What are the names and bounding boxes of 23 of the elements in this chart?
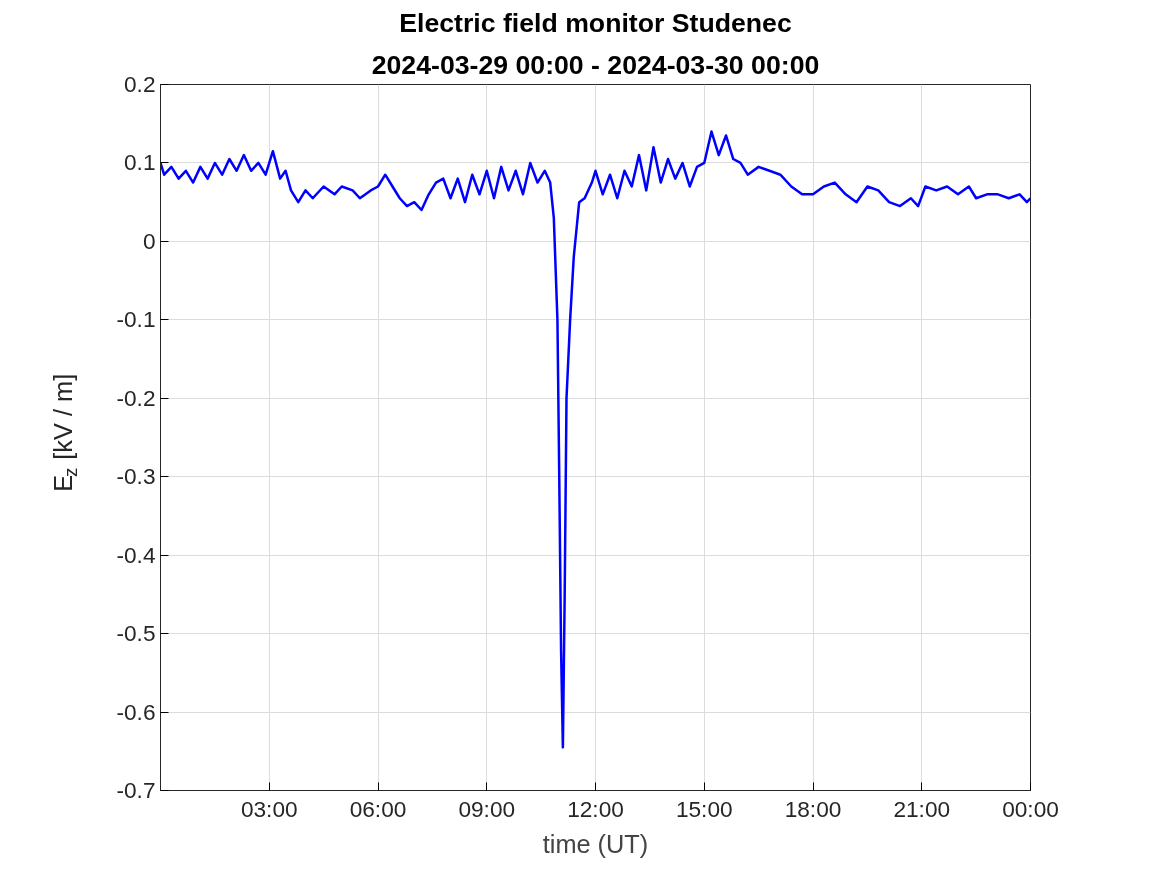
chart-subtitle: 2024-03-29 00:00 - 2024-03-30 00:00 [371, 49, 820, 80]
y-tick-label: 0 [142, 227, 156, 254]
y-tick-label: -0.3 [116, 463, 156, 490]
y-tick-label: -0.6 [116, 698, 156, 725]
x-tick-label: 12:00 [567, 795, 624, 822]
x-tick-label: 15:00 [675, 795, 733, 822]
y-tick-label: -0.2 [116, 384, 156, 411]
x-tick-label: 21:00 [893, 795, 951, 822]
y-tick-label: -0.7 [116, 777, 156, 803]
line-series [160, 130, 1031, 749]
x-tick-label: 09:00 [458, 795, 516, 822]
y-axis-title: Ez [kV / m] [48, 373, 81, 492]
chart-title: Electric field monitor Studenec [399, 7, 792, 38]
y-tick-label: -0.4 [116, 541, 156, 568]
y-tick-label: -0.5 [116, 620, 156, 647]
y-tick-label: 0.1 [124, 149, 156, 176]
x-tick-label: 06:00 [349, 795, 407, 822]
x-axis-title: time (UT) [542, 829, 649, 858]
y-tick-label: -0.1 [116, 306, 156, 333]
x-tick-label: 00:00 [1002, 795, 1059, 822]
x-tick-label: 18:00 [784, 795, 842, 822]
y-tick-label: 0.2 [124, 71, 156, 97]
x-tick-label: 03:00 [240, 795, 298, 822]
